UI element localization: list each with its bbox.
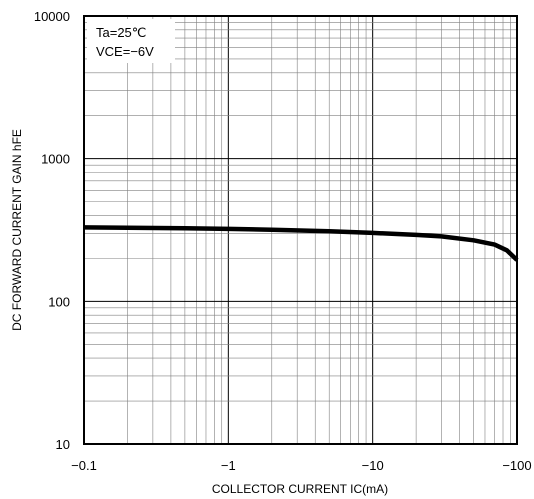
series-line — [83, 225, 519, 262]
y-tick-label: 10 — [56, 437, 70, 452]
series — [83, 225, 519, 262]
y-tick-label: 1000 — [41, 152, 70, 167]
annotation-box — [87, 19, 175, 63]
y-tick-label: 10000 — [34, 9, 70, 24]
y-axis-title: DC FORWARD CURRENT GAIN hFE — [10, 129, 24, 331]
x-tick-label: −1 — [221, 458, 236, 473]
annotation-voltage: VCE=−6V — [96, 44, 154, 59]
x-tick-labels: −0.1 −1 −10 −100 — [71, 458, 531, 473]
plot-frame — [83, 15, 518, 445]
x-axis-title: COLLECTOR CURRENT IC(mA) — [212, 482, 388, 496]
x-tick-label: −10 — [362, 458, 384, 473]
y-tick-labels: 10 100 1000 10000 — [34, 9, 70, 452]
legend-box: Ta=25℃ VCE=−6V — [87, 19, 175, 63]
x-tick-label: −100 — [502, 458, 531, 473]
x-tick-label: −0.1 — [71, 458, 97, 473]
annotation-temperature: Ta=25℃ — [96, 25, 146, 40]
y-tick-label: 100 — [48, 294, 70, 309]
